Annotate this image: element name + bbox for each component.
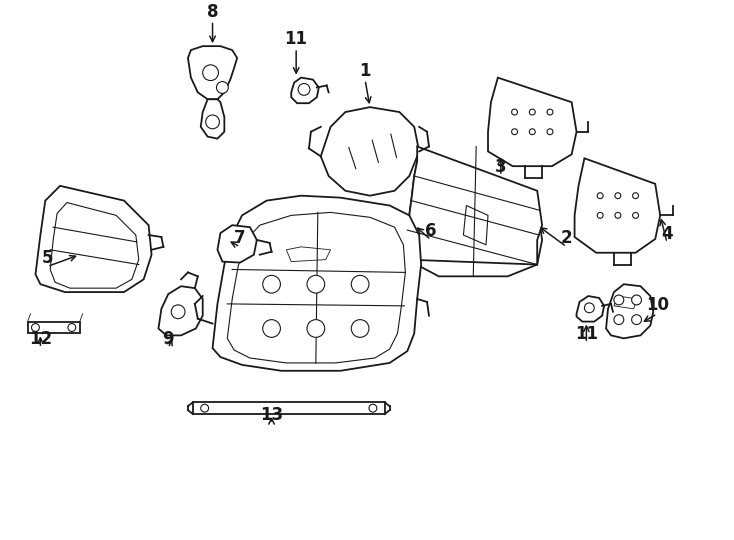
- Text: 12: 12: [29, 330, 52, 348]
- Polygon shape: [463, 206, 488, 245]
- Polygon shape: [606, 284, 653, 339]
- Polygon shape: [576, 296, 604, 322]
- Text: 1: 1: [359, 62, 371, 79]
- Circle shape: [633, 193, 639, 199]
- Circle shape: [171, 305, 185, 319]
- Circle shape: [200, 404, 208, 412]
- Circle shape: [615, 193, 621, 199]
- Polygon shape: [286, 247, 330, 261]
- Polygon shape: [50, 202, 139, 288]
- Polygon shape: [614, 296, 638, 309]
- Circle shape: [529, 129, 535, 134]
- Text: 8: 8: [207, 3, 218, 21]
- Polygon shape: [35, 186, 151, 292]
- Circle shape: [369, 404, 377, 412]
- Polygon shape: [321, 107, 419, 195]
- Circle shape: [633, 212, 639, 218]
- Polygon shape: [200, 99, 225, 139]
- Circle shape: [547, 129, 553, 134]
- Circle shape: [584, 303, 595, 313]
- Circle shape: [263, 320, 280, 338]
- Circle shape: [203, 65, 219, 80]
- Circle shape: [32, 323, 40, 332]
- Circle shape: [512, 129, 517, 134]
- Circle shape: [529, 109, 535, 115]
- Circle shape: [597, 212, 603, 218]
- Text: 7: 7: [234, 229, 246, 247]
- Polygon shape: [407, 146, 542, 265]
- Text: 2: 2: [561, 229, 573, 247]
- Circle shape: [307, 320, 324, 338]
- Circle shape: [307, 275, 324, 293]
- Circle shape: [217, 82, 228, 93]
- Circle shape: [512, 109, 517, 115]
- Circle shape: [614, 315, 624, 325]
- Circle shape: [352, 320, 369, 338]
- Polygon shape: [291, 78, 319, 103]
- Text: 6: 6: [425, 222, 437, 240]
- Polygon shape: [188, 46, 237, 99]
- Polygon shape: [193, 402, 385, 414]
- Text: 5: 5: [42, 248, 53, 267]
- Polygon shape: [217, 225, 257, 262]
- Polygon shape: [28, 322, 80, 333]
- Circle shape: [632, 295, 642, 305]
- Text: 11: 11: [575, 325, 598, 343]
- Text: 4: 4: [661, 225, 673, 243]
- Polygon shape: [213, 195, 421, 371]
- Circle shape: [263, 275, 280, 293]
- Circle shape: [632, 315, 642, 325]
- Circle shape: [614, 295, 624, 305]
- Circle shape: [547, 109, 553, 115]
- Polygon shape: [488, 78, 576, 166]
- Circle shape: [298, 84, 310, 96]
- Polygon shape: [228, 212, 405, 363]
- Circle shape: [615, 212, 621, 218]
- Circle shape: [352, 275, 369, 293]
- Polygon shape: [407, 161, 542, 276]
- Polygon shape: [575, 158, 660, 253]
- Text: 13: 13: [260, 406, 283, 424]
- Text: 10: 10: [646, 296, 669, 314]
- Text: 11: 11: [285, 30, 308, 48]
- Circle shape: [68, 323, 76, 332]
- Text: 9: 9: [162, 330, 174, 348]
- Text: 3: 3: [495, 158, 506, 176]
- Circle shape: [206, 115, 219, 129]
- Circle shape: [597, 193, 603, 199]
- Polygon shape: [159, 286, 203, 335]
